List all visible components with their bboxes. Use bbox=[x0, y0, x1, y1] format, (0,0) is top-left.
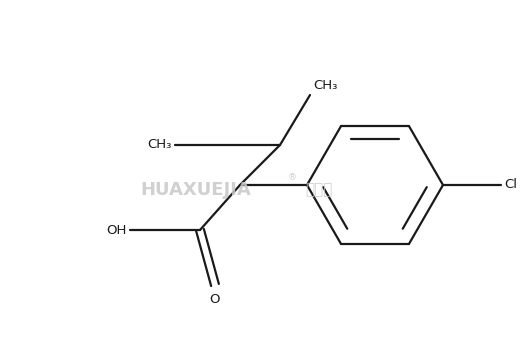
Text: Cl: Cl bbox=[504, 178, 517, 192]
Text: CH₃: CH₃ bbox=[313, 79, 337, 92]
Text: OH: OH bbox=[107, 224, 127, 236]
Text: 化学加: 化学加 bbox=[305, 183, 332, 198]
Text: HUAXUEJIA: HUAXUEJIA bbox=[140, 181, 251, 199]
Text: CH₃: CH₃ bbox=[148, 138, 172, 152]
Text: O: O bbox=[210, 293, 220, 306]
Text: ®: ® bbox=[288, 173, 297, 183]
